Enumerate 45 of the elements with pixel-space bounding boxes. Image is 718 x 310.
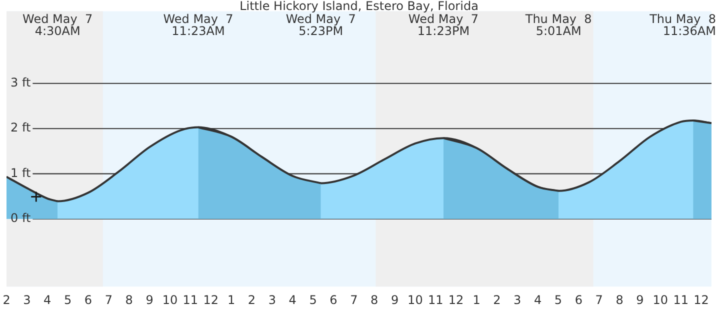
- x-tick-label: 6: [574, 292, 582, 307]
- y-tick-label: 3 ft: [10, 76, 31, 90]
- x-tick-label: 7: [595, 292, 603, 307]
- x-tick-label: 5: [309, 292, 317, 307]
- annotation: Thu May 8 11:36AM: [648, 12, 716, 38]
- x-tick-label: 10: [162, 292, 178, 307]
- annotation: Wed May 7 4:30AM: [22, 12, 93, 38]
- x-tick-label: 12: [448, 292, 464, 307]
- x-tick-label: 12: [203, 292, 218, 307]
- x-tick-label: 11: [673, 292, 688, 307]
- x-tick-label: 3: [23, 292, 31, 307]
- x-tick-label: 5: [554, 292, 562, 307]
- x-tick-label: 8: [616, 292, 624, 307]
- x-tick-label: 8: [125, 292, 133, 307]
- chart-title: Little Hickory Island, Estero Bay, Florida: [240, 0, 478, 14]
- x-tick-label: 9: [146, 292, 154, 307]
- annotation: Wed May 7 11:23AM: [163, 12, 234, 38]
- x-tick-label: 8: [370, 292, 378, 307]
- x-tick-label: 2: [248, 292, 256, 307]
- annotation: Wed May 7 11:23PM: [408, 12, 478, 38]
- x-tick-label: 9: [390, 292, 399, 307]
- x-tick-label: 4: [534, 292, 542, 307]
- x-tick-label: 1: [472, 292, 480, 307]
- x-tick-label: 10: [408, 292, 423, 307]
- x-tick-label: 4: [44, 292, 52, 307]
- x-tick-label: 7: [350, 292, 358, 307]
- x-tick-label: 12: [694, 292, 709, 307]
- x-tick-label: 3: [268, 292, 276, 307]
- x-tick-label: 11: [182, 292, 198, 307]
- x-tick-label: 3: [514, 292, 522, 307]
- x-tick-label: 7: [104, 292, 112, 307]
- y-tick-label: 2 ft: [10, 120, 31, 135]
- x-tick-label: 2: [493, 292, 501, 307]
- x-tick-label: 1: [227, 292, 236, 307]
- x-tick-label: 6: [330, 292, 338, 307]
- x-tick-label: 9: [636, 292, 644, 307]
- x-tick-label: 10: [652, 292, 668, 307]
- x-tick-label: 6: [84, 292, 92, 307]
- x-tick-label: 2: [2, 292, 10, 307]
- x-tick-label: 11: [428, 292, 444, 307]
- annotation: Thu May 8 5:01AM: [524, 12, 592, 38]
- annotation: Wed May 7 5:23PM: [286, 12, 356, 38]
- y-tick-label: 1 ft: [10, 166, 31, 180]
- x-tick-label: 4: [288, 292, 296, 307]
- x-tick-label: 5: [64, 292, 72, 307]
